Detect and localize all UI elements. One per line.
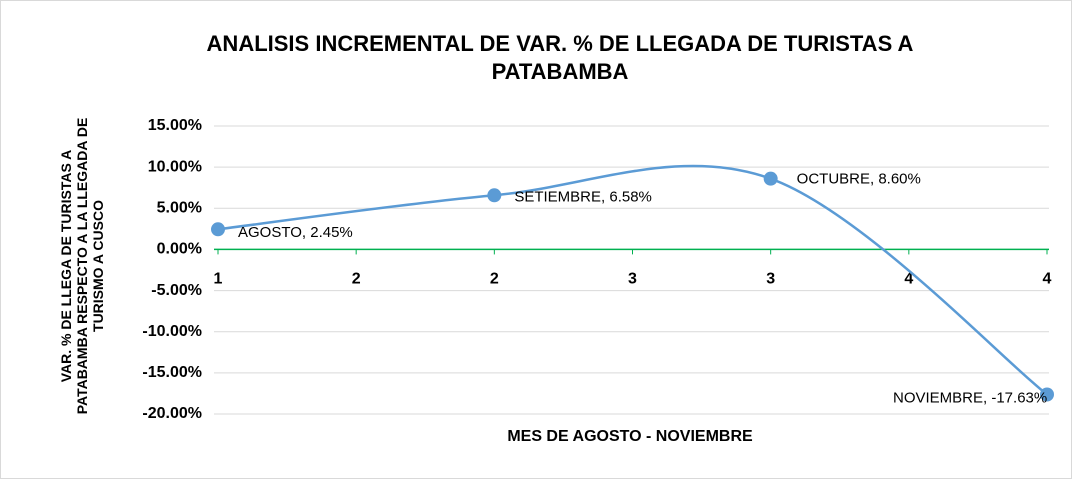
data-point: [487, 188, 502, 203]
chart-title: ANALISIS INCREMENTAL DE VAR. % DE LLEGAD…: [206, 31, 914, 84]
y-tick-label: 15.00%: [148, 117, 202, 134]
data-point: [211, 222, 225, 237]
data-label: SETIEMBRE, 6.58%: [514, 188, 652, 205]
data-label: NOVIEMBRE, -17.63%: [893, 389, 1047, 406]
x-tick-label: 3: [766, 271, 775, 288]
y-tick-label: 0.00%: [157, 241, 202, 258]
x-tick-label: 2: [352, 271, 361, 288]
x-tick-label: 2: [490, 271, 499, 288]
y-tick-label: -10.00%: [142, 323, 202, 340]
x-tick-label: 3: [628, 271, 637, 288]
data-label: AGOSTO, 2.45%: [238, 224, 353, 241]
data-point: [1040, 387, 1054, 402]
y-tick-label: 5.00%: [157, 200, 202, 217]
y-tick-label: -20.00%: [142, 405, 202, 422]
y-tick-label: 10.00%: [148, 158, 202, 175]
y-tick-label: -15.00%: [142, 364, 202, 381]
x-tick-label: 4: [1043, 271, 1052, 288]
data-label: OCTUBRE, 8.60%: [797, 171, 921, 188]
x-axis-title: MES DE AGOSTO - NOVIEMBRE: [507, 428, 753, 445]
series-line: [217, 164, 1048, 396]
y-axis-title: VAR. % DE LLEGA DE TURISTAS A PATABAMBA …: [58, 117, 106, 415]
data-point: [763, 171, 778, 186]
x-tick-label: 4: [904, 271, 913, 288]
y-tick-label: -5.00%: [151, 282, 202, 299]
x-tick-label: 1: [214, 271, 223, 288]
